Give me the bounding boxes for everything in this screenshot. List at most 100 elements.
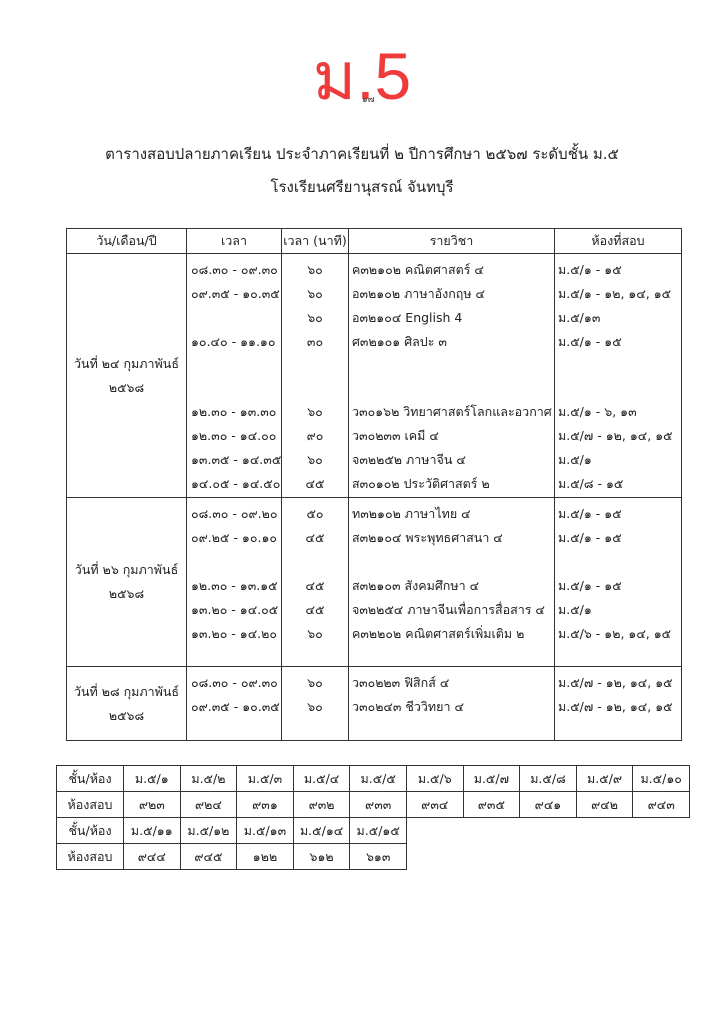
minutes-text: ๖๐ <box>307 262 323 277</box>
empty-cell <box>520 844 577 870</box>
empty-cell <box>520 818 577 844</box>
day-row: วันที่ ๒๘ กุมภาพันธ์ ๒๕๖๘ ๐๘.๓๐ - ๐๙.๓๐ … <box>66 666 682 741</box>
class-cell: ม.๕/๑๑ <box>123 817 181 844</box>
empty-cell <box>633 818 690 844</box>
rooms-text: ม.๕/๗ - ๑๒, ๑๔, ๑๕ <box>558 428 673 443</box>
minutes-text: ๖๐ <box>307 452 323 467</box>
school-name: โรงเรียนศรียานุสรณ์ จันทบุรี <box>270 178 454 196</box>
room-cell: ๙๒๔ <box>179 791 238 818</box>
subject-text: ค๓๒๑๐๒ คณิตศาสตร์ ๔ <box>352 262 484 277</box>
rooms-text: ม.๕/๖ - ๑๒, ๑๔, ๑๕ <box>558 626 672 641</box>
time-cell: ๐๘.๓๐ - ๐๙.๓๐ ๐๙.๓๕ - ๑๐.๓๕ ๑๐.๔๐ - ๑๑.๑… <box>186 253 282 498</box>
rooms-text: ม.๕/๑ - ๖, ๑๓ <box>558 404 637 419</box>
date-cell: วันที่ ๒๘ กุมภาพันธ์ ๒๕๖๘ <box>66 666 187 741</box>
class-cell: ม.๕/๑๔ <box>292 817 351 844</box>
col-minutes: เวลา (นาที) <box>281 228 349 254</box>
date-text: ๒๕๖๘ <box>108 707 145 723</box>
date-text: ๒๕๖๘ <box>108 379 145 395</box>
room-map-table: ชั้น/ห้อง ม.๕/๑ ม.๕/๒ ม.๕/๓ ม.๕/๔ ม.๕/๕ … <box>56 765 690 870</box>
time-text: ๑๒.๓๐ - ๑๓.๑๕ <box>191 578 278 593</box>
minutes-text: ๖๐ <box>307 675 323 690</box>
room-cell: ๙๔๔ <box>123 843 181 870</box>
minutes-text: ๖๐ <box>307 286 323 301</box>
minutes-text: ๖๐ <box>307 404 323 419</box>
table-header-row: วัน/เดือน/ปี เวลา เวลา (นาที) รายวิชา ห้… <box>66 228 682 254</box>
time-text: ๑๓.๒๐ - ๑๔.๐๕ <box>191 602 279 617</box>
room-cell: ๙๓๕ <box>462 791 521 818</box>
page-number: ๑๗ <box>362 95 375 105</box>
date-text: วันที่ ๒๖ กุมภาพันธ์ <box>74 562 179 577</box>
rooms-text: ม.๕/๑ - ๑๕ <box>558 578 622 593</box>
minutes-text: ๔๕ <box>305 530 325 545</box>
class-cell: ม.๕/๖ <box>405 765 464 792</box>
class-cell: ม.๕/๔ <box>292 765 351 792</box>
day-row: วันที่ ๒๖ กุมภาพันธ์ ๒๕๖๘ ๐๘.๓๐ - ๐๙.๒๐ … <box>66 497 682 667</box>
subject-text: อ๓๒๑๐๔ English 4 <box>352 310 463 325</box>
class-cell: ม.๕/๑๐ <box>632 765 690 792</box>
class-row: ชั้น/ห้อง ม.๕/๑ ม.๕/๒ ม.๕/๓ ม.๕/๔ ม.๕/๕ … <box>56 765 690 792</box>
room-cell: ๖๑๓ <box>349 843 407 870</box>
empty-cell <box>633 844 690 870</box>
time-text: ๑๒.๓๐ - ๑๓.๓๐ <box>191 404 277 419</box>
subject-text: ส๓๐๑๐๒ ประวัติศาสตร์ ๒ <box>352 476 490 491</box>
time-text: ๐๘.๓๐ - ๐๙.๓๐ <box>191 262 278 277</box>
room-cell: ๙๓๒ <box>292 791 351 818</box>
subject-cell: ว๓๐๒๒๓ ฟิสิกส์ ๔ ว๓๐๒๔๓ ชีววิทยา ๔ <box>348 666 555 741</box>
class-row: ชั้น/ห้อง ม.๕/๑๑ ม.๕/๑๒ ม.๕/๑๓ ม.๕/๑๔ ม.… <box>56 817 690 844</box>
room-cell: ๙๔๒ <box>575 791 634 818</box>
time-text: ๑๓.๓๕ - ๑๔.๓๕ <box>191 452 281 467</box>
minutes-text: ๖๐ <box>307 626 323 641</box>
rooms-text: ม.๕/๗ - ๑๒, ๑๔, ๑๕ <box>558 699 673 714</box>
class-row-label: ชั้น/ห้อง <box>56 817 124 844</box>
empty-cell <box>463 818 520 844</box>
empty-cell <box>406 844 463 870</box>
room-cell: ๙๓๓ <box>349 791 407 818</box>
time-text: ๐๙.๓๕ - ๑๐.๓๕ <box>191 699 280 714</box>
empty-cell <box>463 844 520 870</box>
rooms-text: ม.๕/๑ - ๑๒, ๑๔, ๑๕ <box>558 286 672 301</box>
subject-text: ส๓๒๑๐๓ สังคมศึกษา ๔ <box>352 578 480 593</box>
subject-text: ค๓๒๒๐๒ คณิตศาสตร์เพิ่มเติม ๒ <box>352 626 525 641</box>
time-text: ๐๘.๓๐ - ๐๙.๓๐ <box>191 675 278 690</box>
time-cell: ๐๘.๓๐ - ๐๙.๒๐ ๐๙.๒๕ - ๑๐.๑๐ ๑๒.๓๐ - ๑๓.๑… <box>186 497 282 667</box>
subject-text: ศ๓๒๑๐๑ ศิลปะ ๓ <box>352 334 447 349</box>
time-text: ๐๙.๒๕ - ๑๐.๑๐ <box>191 530 278 545</box>
subject-text: จ๓๒๒๕๒ ภาษาจีน ๔ <box>352 452 466 467</box>
minutes-text: ๖๐ <box>307 310 323 325</box>
subject-text: ว๓๐๒๒๓ ฟิสิกส์ ๔ <box>352 675 450 690</box>
rooms-cell: ม.๕/๗ - ๑๒, ๑๔, ๑๕ ม.๕/๗ - ๑๒, ๑๔, ๑๕ <box>554 666 682 741</box>
minutes-text: ๙๐ <box>306 428 324 443</box>
rooms-cell: ม.๕/๑ - ๑๕ ม.๕/๑ - ๑๕ ม.๕/๑ - ๑๕ ม.๕/๑ ม… <box>554 497 682 667</box>
time-text: ๐๙.๓๕ - ๑๐.๓๕ <box>191 286 280 301</box>
class-row-label: ชั้น/ห้อง <box>56 765 124 792</box>
time-cell: ๐๘.๓๐ - ๐๙.๓๐ ๐๙.๓๕ - ๑๐.๓๕ <box>186 666 282 741</box>
document-title: ตารางสอบปลายภาคเรียน ประจำภาคเรียนที่ ๒ … <box>105 145 619 163</box>
rooms-text: ม.๕/๗ - ๑๒, ๑๔, ๑๕ <box>558 675 673 690</box>
rooms-text: ม.๕/๑ - ๑๕ <box>558 334 622 349</box>
minutes-text: ๓๐ <box>306 334 324 349</box>
date-cell: วันที่ ๒๖ กุมภาพันธ์ ๒๕๖๘ <box>66 497 187 667</box>
room-cell: ๙๓๑ <box>236 791 294 818</box>
time-text: ๐๘.๓๐ - ๐๙.๒๐ <box>191 506 278 521</box>
class-cell: ม.๕/๓ <box>236 765 294 792</box>
room-cell: ๙๒๓ <box>123 791 181 818</box>
rooms-text: ม.๕/๑ - ๑๕ <box>558 530 622 545</box>
subject-text: อ๓๒๑๐๒ ภาษาอังกฤษ ๔ <box>352 286 486 301</box>
minutes-text: ๕๐ <box>306 506 324 521</box>
time-text: ๑๒.๓๐ - ๑๔.๐๐ <box>191 428 277 443</box>
minutes-cell: ๕๐ ๔๕ ๔๕ ๔๕ ๖๐ <box>281 497 349 667</box>
rooms-text: ม.๕/๑ - ๑๕ <box>558 262 622 277</box>
time-text <box>187 306 281 330</box>
subject-cell: ค๓๒๑๐๒ คณิตศาสตร์ ๔ อ๓๒๑๐๒ ภาษาอังกฤษ ๔ … <box>348 253 555 498</box>
subject-text: ว๓๐๒๓๓ เคมี ๔ <box>352 428 439 443</box>
time-text: ๑๓.๒๐ - ๑๔.๒๐ <box>191 626 278 641</box>
room-row: ห้องสอบ ๙๒๓ ๙๒๔ ๙๓๑ ๙๓๒ ๙๓๓ ๙๓๔ ๙๓๕ ๙๔๑ … <box>56 791 690 818</box>
minutes-text: ๔๕ <box>305 578 325 593</box>
class-cell: ม.๕/๗ <box>462 765 521 792</box>
subject-cell: ท๓๒๑๐๒ ภาษาไทย ๔ ส๓๒๑๐๔ พระพุทธศาสนา ๔ ส… <box>348 497 555 667</box>
date-text: ๒๕๖๘ <box>108 586 145 601</box>
room-row: ห้องสอบ ๙๔๔ ๙๔๕ ๑๒๒ ๖๑๒ ๖๑๓ <box>56 843 690 870</box>
minutes-text: ๔๕ <box>305 602 325 617</box>
class-cell: ม.๕/๑ <box>123 765 181 792</box>
subject-text: ท๓๒๑๐๒ ภาษาไทย ๔ <box>352 506 471 521</box>
